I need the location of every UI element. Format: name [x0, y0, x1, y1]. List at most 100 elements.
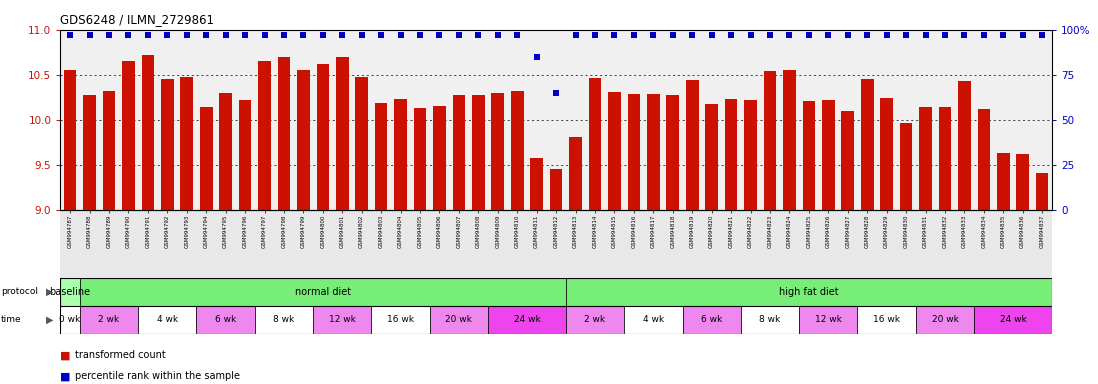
Bar [434, 106, 446, 210]
Point [1013, 32, 1031, 38]
Point [937, 32, 954, 38]
Bar [764, 71, 776, 210]
Point [81, 32, 99, 38]
Point [645, 32, 662, 38]
Bar [220, 93, 232, 210]
Bar [472, 95, 484, 210]
Point [567, 32, 584, 38]
Bar [1017, 154, 1029, 210]
Point [470, 32, 488, 38]
Text: ■: ■ [60, 371, 71, 381]
Bar [138, 306, 197, 334]
Point [606, 32, 624, 38]
Bar [255, 306, 313, 334]
Bar [429, 306, 489, 334]
Bar [180, 77, 193, 210]
Bar [1035, 173, 1049, 210]
Point [995, 32, 1012, 38]
Bar [238, 100, 251, 210]
Bar [977, 109, 990, 210]
Point [742, 32, 760, 38]
Point [236, 32, 254, 38]
Point [1033, 32, 1051, 38]
Bar [624, 306, 683, 334]
Bar [371, 306, 429, 334]
Point [430, 32, 448, 38]
Bar [414, 108, 426, 210]
Point [139, 32, 157, 38]
Bar [258, 61, 271, 210]
Bar [841, 111, 854, 210]
Point [683, 32, 701, 38]
Bar [959, 81, 971, 210]
Point [839, 32, 856, 38]
Bar [647, 94, 660, 210]
Bar [394, 99, 407, 210]
Bar [741, 306, 799, 334]
Point [352, 32, 370, 38]
Point [664, 32, 682, 38]
Point [294, 32, 312, 38]
Text: 4 wk: 4 wk [642, 316, 664, 324]
Bar [744, 100, 757, 210]
Bar [919, 108, 932, 210]
Bar [80, 278, 565, 306]
Point [508, 32, 526, 38]
Point [372, 32, 390, 38]
Bar [313, 306, 371, 334]
Point [528, 54, 546, 60]
Bar [336, 57, 348, 210]
Text: 24 wk: 24 wk [514, 316, 540, 324]
Text: 20 wk: 20 wk [446, 316, 472, 324]
Text: ▶: ▶ [46, 315, 54, 325]
Text: 0 wk: 0 wk [59, 316, 81, 324]
Text: time: time [1, 316, 22, 324]
Bar [861, 79, 874, 210]
Point [217, 32, 235, 38]
Text: 16 wk: 16 wk [388, 316, 414, 324]
Point [625, 32, 642, 38]
Bar [550, 169, 562, 210]
Bar [511, 91, 524, 210]
Text: 6 wk: 6 wk [701, 316, 722, 324]
Bar [316, 64, 329, 210]
Text: GDS6248 / ILMN_2729861: GDS6248 / ILMN_2729861 [60, 13, 214, 26]
Bar [608, 92, 620, 210]
Text: 6 wk: 6 wk [215, 316, 236, 324]
Bar [725, 99, 738, 210]
Point [392, 32, 410, 38]
Bar [492, 93, 504, 210]
Bar [997, 153, 1009, 210]
Point [412, 32, 429, 38]
Point [897, 32, 915, 38]
Point [878, 32, 896, 38]
Text: 16 wk: 16 wk [873, 316, 900, 324]
Point [859, 32, 876, 38]
Bar [489, 306, 565, 334]
Bar [916, 306, 974, 334]
Text: 24 wk: 24 wk [999, 316, 1027, 324]
Bar [822, 100, 834, 210]
Point [955, 32, 973, 38]
Text: 12 wk: 12 wk [328, 316, 356, 324]
Bar [452, 95, 466, 210]
Text: normal diet: normal diet [294, 287, 351, 297]
Text: protocol: protocol [1, 288, 38, 296]
Text: 8 wk: 8 wk [760, 316, 781, 324]
Bar [858, 306, 916, 334]
Bar [60, 278, 80, 306]
Text: baseline: baseline [49, 287, 91, 297]
Bar [374, 103, 388, 210]
Point [489, 32, 506, 38]
Point [761, 32, 778, 38]
Bar [530, 158, 544, 210]
Bar [298, 71, 310, 210]
Bar [783, 71, 796, 210]
Point [800, 32, 818, 38]
Point [314, 32, 332, 38]
Text: high fat diet: high fat diet [780, 287, 839, 297]
Point [586, 32, 604, 38]
Bar [64, 71, 77, 210]
Bar [686, 79, 698, 210]
Point [158, 32, 176, 38]
